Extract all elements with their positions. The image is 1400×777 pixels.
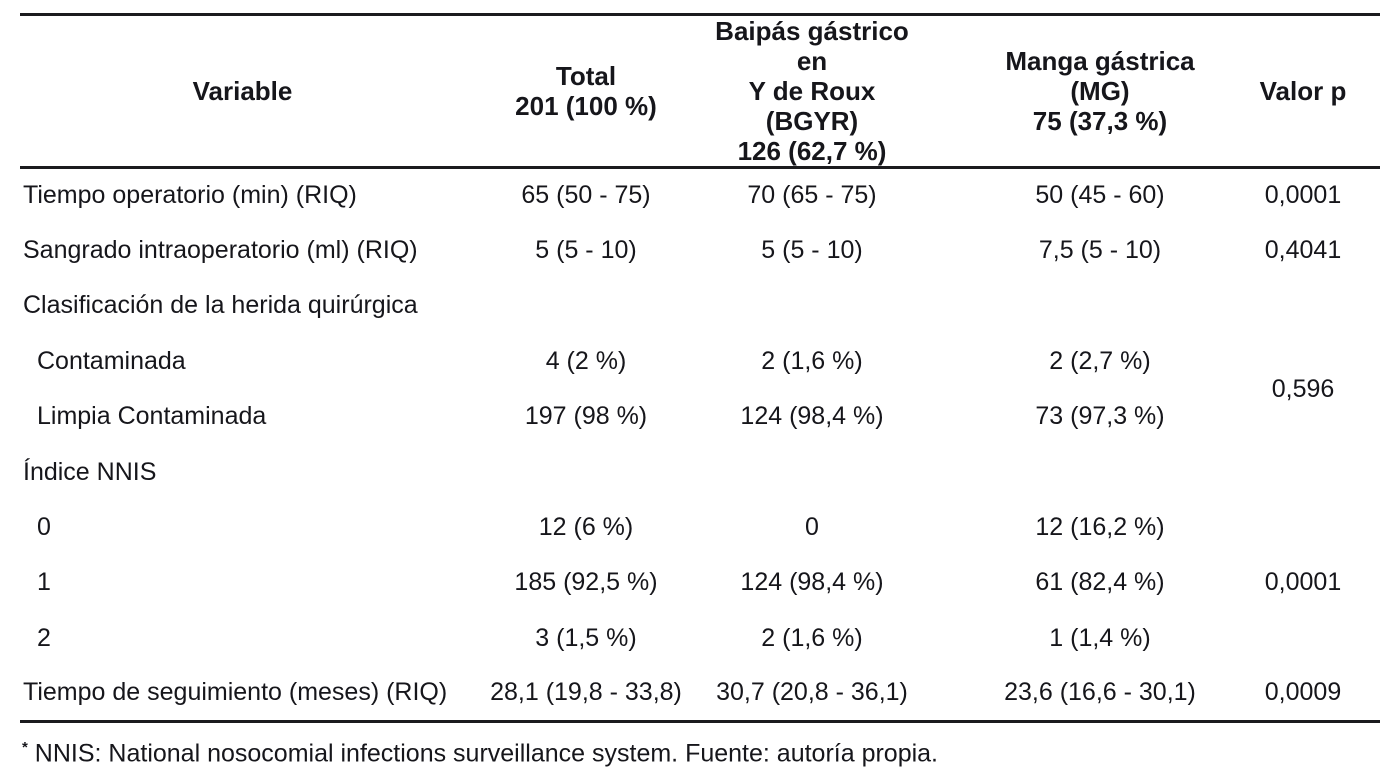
cell-bgyr: 124 (98,4 %) <box>740 568 884 597</box>
table-row: Contaminada 4 (2 %) 2 (1,6 %) 2 (2,7 %) … <box>20 334 1380 403</box>
cell-mg: 61 (82,4 %) <box>1035 568 1165 597</box>
table-row: 2 3 (1,5 %) 2 (1,6 %) 1 (1,4 %) <box>20 611 1380 666</box>
table-row: Tiempo operatorio (min) (RIQ) 65 (50 - 7… <box>20 168 1380 223</box>
cell-pvalue: 0,0001 <box>1264 181 1342 210</box>
cell-pvalue-spanning: 0,0001 <box>1264 568 1342 597</box>
row-label: Limpia Contaminada <box>37 402 267 431</box>
cell-total: 185 (92,5 %) <box>514 568 658 597</box>
cell-bgyr <box>699 278 956 333</box>
header-valor-p: Valor p <box>1202 14 1380 169</box>
cell-bgyr: 0 <box>805 513 819 542</box>
cell-pvalue: 0,0009 <box>1264 678 1342 707</box>
results-table: Variable Total 201 (100 %) Baipás gástri… <box>20 13 1380 723</box>
header-mg-line1: Manga gástrica <box>1005 46 1195 76</box>
row-label: 2 <box>37 623 51 652</box>
header-variable: Variable <box>20 14 462 169</box>
cell-total <box>462 444 699 499</box>
cell-mg: 2 (2,7 %) <box>1049 346 1151 375</box>
cell-total: 65 (50 - 75) <box>521 181 651 210</box>
cell-mg: 1 (1,4 %) <box>1049 623 1151 652</box>
table-body: Tiempo operatorio (min) (RIQ) 65 (50 - 7… <box>20 168 1380 722</box>
footnote-marker: * <box>22 738 28 756</box>
table-row: 0 12 (6 %) 0 12 (16,2 %) 0,0001 <box>20 500 1380 596</box>
cell-mg <box>956 444 1202 499</box>
header-total: Total 201 (100 %) <box>462 14 699 169</box>
table-row: Limpia Contaminada 197 (98 %) 124 (98,4 … <box>20 389 1380 444</box>
cell-pvalue <box>1202 444 1380 499</box>
row-label: Sangrado intraoperatorio (ml) (RIQ) <box>23 236 418 265</box>
cell-bgyr: 2 (1,6 %) <box>761 346 863 375</box>
cell-mg: 73 (97,3 %) <box>1035 402 1165 431</box>
table-row-group-header: Clasificación de la herida quirúrgica <box>20 278 1380 333</box>
header-bgyr-line2: Y de Roux (BGYR) <box>748 76 876 136</box>
row-label: Índice NNIS <box>23 457 157 486</box>
cell-pvalue: 0,4041 <box>1264 236 1342 265</box>
header-bgyr-line3: 126 (62,7 %) <box>737 136 887 166</box>
cell-bgyr: 70 (65 - 75) <box>747 181 877 210</box>
header-mg-line2: (MG) <box>1070 76 1130 106</box>
cell-bgyr <box>699 444 956 499</box>
cell-mg: 23,6 (16,6 - 30,1) <box>1004 678 1196 707</box>
cell-bgyr: 124 (98,4 %) <box>740 402 884 431</box>
cell-mg: 7,5 (5 - 10) <box>1038 236 1162 265</box>
header-bgyr: Baipás gástrico en Y de Roux (BGYR) 126 … <box>699 14 956 169</box>
cell-bgyr: 30,7 (20,8 - 36,1) <box>716 678 908 707</box>
header-bgyr-line1: Baipás gástrico en <box>715 16 909 76</box>
table-row-group-header: Índice NNIS <box>20 444 1380 499</box>
table-row: Tiempo de seguimiento (meses) (RIQ) 28,1… <box>20 666 1380 721</box>
footnote: * NNIS: National nosocomial infections s… <box>22 739 1380 768</box>
header-valor-p-label: Valor p <box>1259 76 1347 106</box>
cell-total: 4 (2 %) <box>545 346 627 375</box>
table-container: Variable Total 201 (100 %) Baipás gástri… <box>20 13 1380 768</box>
row-label: 0 <box>37 513 51 542</box>
cell-pvalue-spanning: 0,596 <box>1271 374 1335 403</box>
cell-total: 3 (1,5 %) <box>535 623 637 652</box>
header-total-line1: Total <box>555 61 617 91</box>
header-mg-line3: 75 (37,3 %) <box>1032 106 1168 136</box>
header-total-line2: 201 (100 %) <box>515 91 657 121</box>
row-label: Tiempo operatorio (min) (RIQ) <box>23 181 357 210</box>
table-header: Variable Total 201 (100 %) Baipás gástri… <box>20 14 1380 169</box>
footnote-text: NNIS: National nosocomial infections sur… <box>34 739 939 768</box>
cell-total <box>462 278 699 333</box>
cell-total: 5 (5 - 10) <box>535 236 637 265</box>
cell-pvalue <box>1202 278 1380 333</box>
row-label: 1 <box>37 568 51 597</box>
header-mg: Manga gástrica (MG) 75 (37,3 %) <box>956 14 1202 169</box>
cell-total: 12 (6 %) <box>538 513 634 542</box>
cell-total: 197 (98 %) <box>524 402 648 431</box>
header-variable-label: Variable <box>192 76 293 106</box>
row-label: Contaminada <box>37 346 186 375</box>
row-label: Clasificación de la herida quirúrgica <box>23 291 418 320</box>
cell-bgyr: 2 (1,6 %) <box>761 623 863 652</box>
cell-bgyr: 5 (5 - 10) <box>761 236 863 265</box>
cell-total: 28,1 (19,8 - 33,8) <box>490 678 682 707</box>
cell-mg: 12 (16,2 %) <box>1035 513 1165 542</box>
cell-mg <box>956 278 1202 333</box>
table-row: Sangrado intraoperatorio (ml) (RIQ) 5 (5… <box>20 223 1380 278</box>
row-label: Tiempo de seguimiento (meses) (RIQ) <box>23 678 448 707</box>
cell-mg: 50 (45 - 60) <box>1035 181 1165 210</box>
table-row: 1 185 (92,5 %) 124 (98,4 %) 61 (82,4 %) <box>20 555 1380 610</box>
header-row: Variable Total 201 (100 %) Baipás gástri… <box>20 14 1380 169</box>
